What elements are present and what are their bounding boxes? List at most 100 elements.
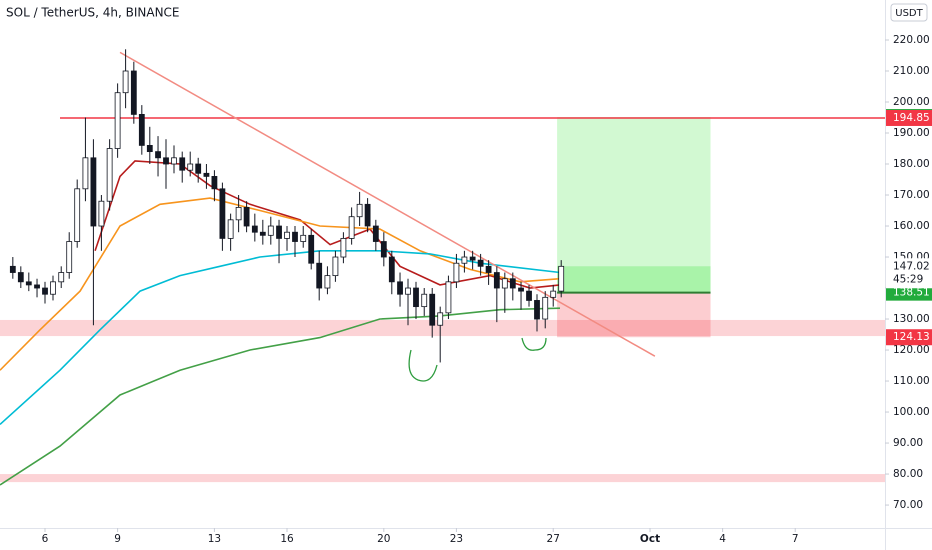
target-zone	[557, 117, 711, 293]
candle-body	[348, 216, 355, 239]
candle-body	[380, 241, 387, 258]
candle-body	[550, 290, 557, 298]
candle-body	[146, 145, 153, 153]
moving-average	[0, 197, 561, 371]
candle-body	[90, 157, 97, 227]
y-tick-label: 190.00	[893, 127, 930, 139]
y-tick-label: 170.00	[893, 189, 930, 201]
candle-body	[243, 207, 250, 227]
candle-body	[284, 231, 290, 239]
y-tick-label: 80.00	[893, 468, 923, 480]
y-tick-label: 210.00	[893, 65, 930, 77]
countdown: 45:29	[893, 273, 923, 285]
stop-label-box	[886, 329, 932, 346]
candle-body	[74, 188, 81, 242]
candle-body	[469, 256, 476, 261]
candle-body	[187, 163, 194, 171]
y-tick-label: 200.00	[893, 96, 930, 108]
candle-body	[259, 231, 266, 236]
candle-body	[356, 203, 363, 218]
candle-body	[308, 234, 315, 264]
candle-body	[98, 200, 105, 227]
candle-body	[340, 238, 347, 258]
candle-body	[445, 281, 452, 314]
moving-average	[94, 160, 561, 289]
candle-body	[42, 287, 48, 295]
y-tick-label: 160.00	[893, 220, 930, 232]
candle-body	[501, 278, 508, 289]
candle-body	[9, 265, 16, 273]
moving-average	[0, 307, 561, 486]
candle-body	[437, 312, 444, 326]
candle-body	[203, 172, 210, 177]
candle-body	[292, 231, 298, 242]
candle-body	[163, 157, 169, 165]
candle-body	[509, 278, 516, 289]
drawing	[408, 349, 438, 382]
x-tick-label: 13	[208, 533, 221, 545]
currency: USDT	[895, 8, 923, 19]
candle-body	[17, 272, 24, 283]
candle-body	[364, 203, 371, 227]
candle-body	[453, 262, 460, 283]
y-tick-label: 110.00	[893, 375, 930, 387]
y-tick-label: 90.00	[893, 437, 923, 449]
candle-body	[534, 300, 540, 320]
candle-body	[66, 241, 73, 273]
y-tick-label: 220.00	[893, 34, 930, 46]
candle-body	[58, 272, 65, 283]
candle-body	[332, 256, 339, 277]
candle-body	[171, 157, 177, 165]
x-tick-label: 16	[280, 533, 294, 545]
candle-body	[429, 293, 436, 326]
candle-body	[518, 287, 524, 292]
candle-body	[421, 293, 428, 308]
x-tick-label: 9	[114, 533, 121, 545]
candle-body	[477, 259, 484, 267]
x-tick-label: 27	[547, 533, 560, 545]
x-tick-label: Oct	[640, 533, 660, 545]
plot	[0, 49, 885, 486]
candle-body	[114, 92, 121, 149]
candle-body	[413, 287, 419, 308]
y-tick-label: 120.00	[893, 344, 930, 356]
hline-label: 194.85	[893, 112, 930, 124]
candle-body	[122, 70, 129, 94]
last-price-box	[886, 258, 932, 289]
candle-body	[526, 290, 532, 301]
candle-body	[25, 281, 32, 286]
candle-body	[324, 275, 331, 289]
candle-body	[138, 114, 145, 146]
currency-box[interactable]	[890, 3, 928, 22]
y-tick-label: 130.00	[893, 313, 930, 325]
candle-body	[211, 176, 218, 190]
y-tick-label: 100.00	[893, 406, 930, 418]
x-tick-label: 23	[450, 533, 463, 545]
candle-body	[493, 272, 500, 289]
y-tick-label: 180.00	[893, 158, 930, 170]
stop-label: 124.13	[893, 331, 930, 343]
y-tick-label: 70.00	[893, 499, 923, 511]
candle-body	[316, 262, 323, 289]
hline-label-box	[886, 109, 932, 126]
candle-body	[179, 157, 186, 171]
candle-body	[195, 163, 202, 174]
candle-body	[300, 234, 307, 242]
zone	[0, 474, 885, 483]
candle-body	[34, 284, 40, 289]
candle-body	[267, 225, 274, 236]
candle-body	[397, 281, 403, 295]
candle-body	[276, 225, 282, 239]
candle-body	[251, 225, 258, 233]
entry-label-box	[886, 284, 932, 301]
x-tick-label: 20	[377, 533, 390, 545]
candle-body	[155, 151, 161, 159]
moving-average	[0, 250, 561, 425]
candle-body	[227, 219, 234, 239]
candle-body	[235, 207, 242, 221]
zone	[0, 319, 885, 337]
last-price: 147.02	[893, 260, 930, 272]
candle-body	[485, 265, 492, 273]
